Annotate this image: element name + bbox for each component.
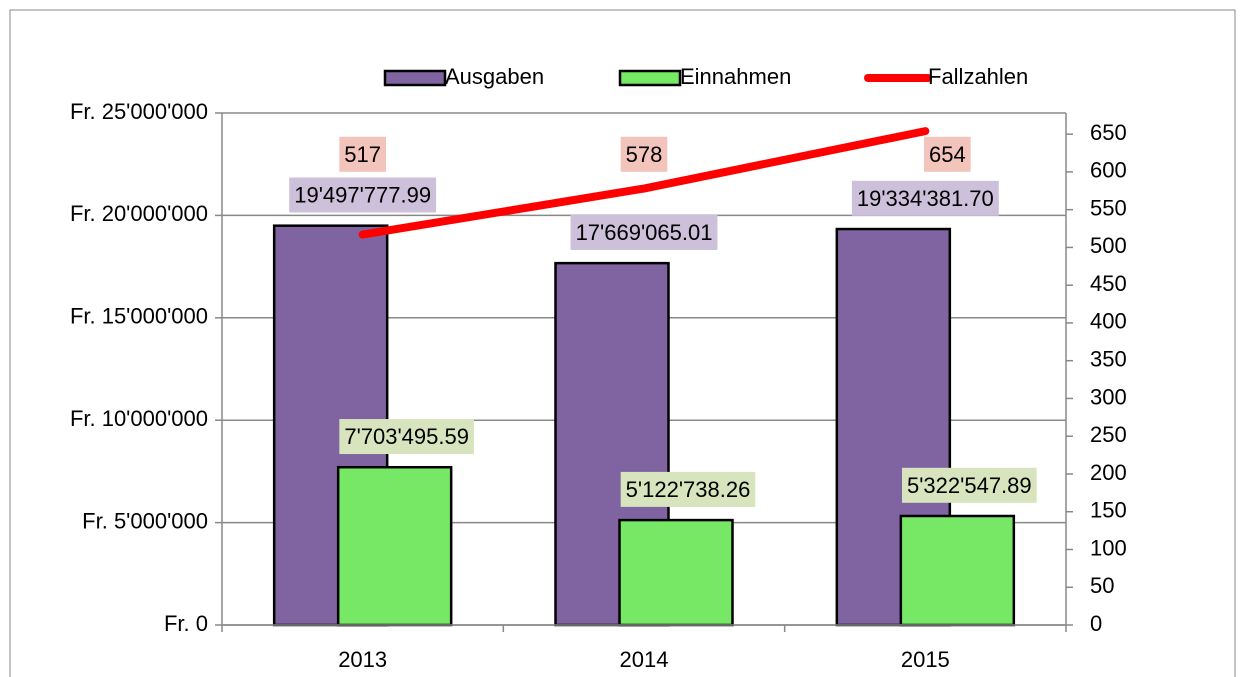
y-tick-label: Fr. 25'000'000: [70, 99, 208, 124]
y2-tick-label: 350: [1090, 347, 1127, 372]
y2-tick-label: 550: [1090, 195, 1127, 220]
y2-tick-label: 400: [1090, 309, 1127, 334]
value-label-background: [289, 177, 437, 213]
value-label: 17'669'065.01: [576, 220, 713, 245]
value-label: 5'322'547.89: [907, 473, 1032, 498]
y2-tick-label: 600: [1090, 158, 1127, 183]
y2-tick-label: 0: [1090, 611, 1102, 636]
y-tick-label: Fr. 20'000'000: [70, 201, 208, 226]
y2-tick-label: 100: [1090, 535, 1127, 560]
value-label: 578: [626, 142, 663, 167]
y2-tick-label: 200: [1090, 460, 1127, 485]
x-tick-label: 2013: [338, 647, 387, 672]
y2-tick-label: 650: [1090, 120, 1127, 145]
value-label: 517: [344, 142, 381, 167]
legend-label: Fallzahlen: [928, 64, 1028, 89]
y2-tick-label: 500: [1090, 233, 1127, 258]
line-series: [358, 127, 930, 239]
y-tick-label: Fr. 5'000'000: [82, 508, 208, 533]
value-label-background: [570, 214, 718, 250]
bar: [336, 465, 453, 627]
y2-tick-label: 50: [1090, 573, 1114, 598]
x-tick-label: 2015: [901, 647, 950, 672]
value-label-background: [339, 419, 474, 455]
y-tick-label: Fr. 15'000'000: [70, 304, 208, 329]
legend-label: Einnahmen: [680, 64, 791, 89]
y-tick-label: Fr. 0: [164, 611, 208, 636]
y2-tick-label: 250: [1090, 422, 1127, 447]
y-tick-label: Fr. 10'000'000: [70, 406, 208, 431]
y2-tick-label: 300: [1090, 384, 1127, 409]
value-label-background: [339, 136, 387, 172]
value-label: 19'334'381.70: [857, 186, 994, 211]
y2-tick-label: 150: [1090, 498, 1127, 523]
value-label: 654: [929, 142, 966, 167]
value-label-background: [923, 136, 971, 172]
value-label-background: [902, 467, 1037, 503]
value-label-background: [851, 180, 999, 216]
bar: [618, 518, 734, 627]
value-label: 19'497'777.99: [294, 182, 431, 207]
value-label: 5'122'738.26: [626, 477, 751, 502]
y2-tick-label: 450: [1090, 271, 1127, 296]
legend-swatch: [383, 69, 447, 87]
value-label-background: [620, 136, 668, 172]
value-label-background: [620, 471, 756, 507]
bar: [899, 514, 1016, 627]
x-tick-label: 2014: [620, 647, 669, 672]
legend-swatch: [618, 69, 682, 87]
legend-label: Ausgaben: [445, 64, 544, 89]
chart-border: [9, 9, 1236, 677]
value-label: 7'703'495.59: [344, 424, 469, 449]
